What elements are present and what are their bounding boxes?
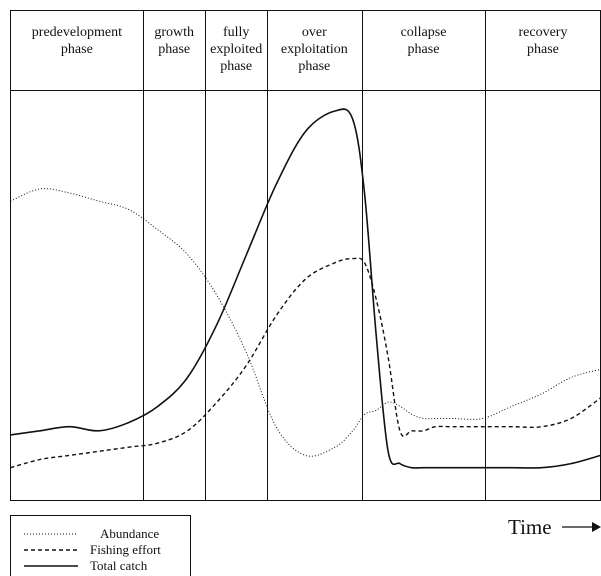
time-axis-label: Time (508, 515, 601, 539)
phase-label-fully-exploited-phase: fully exploited phase (210, 25, 262, 74)
phase-columns: predevelopment phase growth phase fully explo… (32, 10, 567, 501)
legend-label-abundance: Abundance (100, 526, 159, 541)
series-line-abundance (10, 188, 601, 457)
legend-label-total-catch: Total catch (90, 558, 148, 573)
phase-label-collapse-phase: collapse phase (401, 25, 447, 57)
phase-label-growth-phase: growth phase (154, 25, 194, 57)
x-axis-label: Time (508, 515, 552, 539)
series-line-total-catch (10, 108, 601, 469)
legend-label-fishing-effort: Fishing effort (90, 542, 161, 557)
phase-label-over-exploitation-phase: over exploitation phase (281, 25, 348, 74)
time-arrow-head (592, 522, 601, 532)
phase-label-recovery-phase: recovery phase (518, 25, 567, 57)
plot-area-border (10, 90, 601, 501)
series-line-fishing-effort (10, 257, 601, 469)
legend-box (10, 515, 191, 576)
plot-series (10, 108, 601, 469)
legend: Abundance Fishing effort Total catch (10, 515, 191, 576)
phase-label-predevelopment-phase: predevelopment phase (32, 25, 122, 57)
